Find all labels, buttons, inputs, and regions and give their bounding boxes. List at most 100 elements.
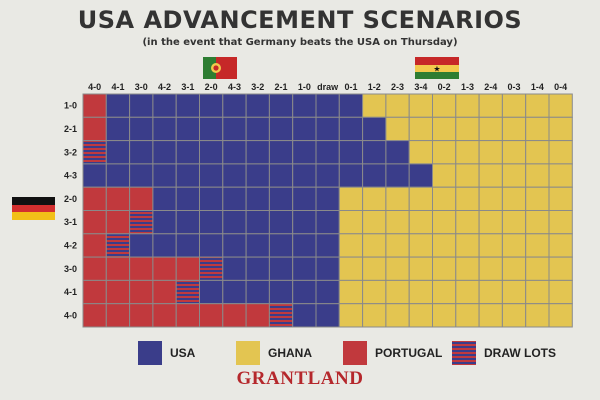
row-label: 3-0 xyxy=(64,264,77,274)
heatmap-cell xyxy=(408,210,434,235)
heatmap-cell xyxy=(82,116,107,142)
heatmap-cell xyxy=(152,116,177,142)
heatmap-cell xyxy=(408,140,434,165)
legend-label: DRAW LOTS xyxy=(484,346,556,360)
heatmap-cell xyxy=(199,279,224,305)
row-label: 3-2 xyxy=(64,147,77,157)
row-labels: 1-0 2-1 3-2 4-3 2-0 3-1 4-2 3-0 4-1 4-0 xyxy=(64,101,77,321)
heatmap-cell xyxy=(478,303,503,328)
heatmap-cell xyxy=(315,186,340,211)
heatmap-cell xyxy=(501,210,527,235)
heatmap-cell xyxy=(105,93,131,118)
heatmap-cell xyxy=(338,186,364,211)
column-label: 3-0 xyxy=(135,82,148,92)
heatmap-cell xyxy=(432,303,457,328)
column-label: 3-4 xyxy=(414,82,427,92)
column-labels: 4-0 4-1 3-0 4-2 3-1 2-0 4-3 3-2 2-1 1-0 draw 0-1 1-2… xyxy=(88,82,567,92)
heatmap-cell xyxy=(152,163,177,188)
heatmap-cell xyxy=(338,303,364,328)
row-label: 3-1 xyxy=(64,217,77,227)
heatmap-cell xyxy=(245,93,270,118)
svg-text:★: ★ xyxy=(433,65,440,74)
heatmap-cell xyxy=(152,186,177,211)
heatmap-cell xyxy=(175,279,200,305)
column-label: 4-0 xyxy=(88,82,101,92)
heatmap-cell xyxy=(105,210,131,235)
heatmap-cell xyxy=(222,186,247,211)
heatmap-cell xyxy=(292,279,317,305)
heatmap-cell xyxy=(315,210,340,235)
heatmap-cell xyxy=(292,210,317,235)
heatmap-cell xyxy=(455,256,480,281)
heatmap-cell xyxy=(245,256,270,281)
column-label: 1-0 xyxy=(298,82,311,92)
heatmap-cell xyxy=(152,210,177,235)
heatmap-cell xyxy=(455,186,480,211)
heatmap-cell xyxy=(268,279,294,305)
heatmap-cell xyxy=(245,116,270,142)
heatmap-cell xyxy=(268,210,294,235)
heatmap-cell xyxy=(268,303,294,328)
heatmap-cell xyxy=(82,256,107,281)
heatmap-cell xyxy=(432,140,457,165)
heatmap-cell xyxy=(315,163,340,188)
heatmap-cell xyxy=(175,116,200,142)
heatmap-cell xyxy=(199,116,224,142)
heatmap-cell xyxy=(199,210,224,235)
heatmap-cell xyxy=(362,140,387,165)
heatmap-cell xyxy=(222,140,247,165)
heatmap-cell xyxy=(199,140,224,165)
heatmap-cell xyxy=(385,256,410,281)
heatmap-cell xyxy=(455,303,480,328)
row-label: 1-0 xyxy=(64,101,77,111)
heatmap-cell xyxy=(175,163,200,188)
heatmap-cell xyxy=(385,116,410,142)
heatmap-cell xyxy=(82,140,107,165)
heatmap-cell xyxy=(292,303,317,328)
column-label: 3-2 xyxy=(251,82,264,92)
heatmap-cell xyxy=(478,186,503,211)
heatmap-cell xyxy=(408,256,434,281)
heatmap-cell xyxy=(432,210,457,235)
heatmap-cell xyxy=(82,186,107,211)
heatmap-cell xyxy=(478,256,503,281)
heatmap-cell xyxy=(268,93,294,118)
heatmap-cell xyxy=(501,163,527,188)
heatmap-cell xyxy=(501,279,527,305)
heatmap-cell xyxy=(501,303,527,328)
heatmap-cell xyxy=(432,256,457,281)
heatmap-cell xyxy=(199,256,224,281)
heatmap-cell xyxy=(455,210,480,235)
heatmap-cell xyxy=(245,140,270,165)
heatmap-cell xyxy=(338,210,364,235)
heatmap-cell xyxy=(315,233,340,258)
heatmap-cell xyxy=(501,116,527,142)
heatmap-cell xyxy=(199,186,224,211)
heatmap-cell xyxy=(222,233,247,258)
heatmap-cell xyxy=(525,256,550,281)
column-label: 2-0 xyxy=(205,82,218,92)
heatmap-cell xyxy=(548,233,573,258)
heatmap-cell xyxy=(385,140,410,165)
heatmap-cell xyxy=(175,140,200,165)
column-label: 1-2 xyxy=(368,82,381,92)
heatmap-cell xyxy=(129,233,154,258)
heatmap-cells xyxy=(82,93,573,328)
heatmap-cell xyxy=(478,93,503,118)
heatmap-cell xyxy=(408,303,434,328)
heatmap-cell xyxy=(152,140,177,165)
heatmap-cell xyxy=(385,303,410,328)
heatmap-cell xyxy=(525,279,550,305)
heatmap-cell xyxy=(315,93,340,118)
heatmap-cell xyxy=(525,163,550,188)
heatmap-cell xyxy=(129,186,154,211)
heatmap-cell xyxy=(338,256,364,281)
row-label: 4-2 xyxy=(64,240,77,250)
heatmap-cell xyxy=(432,163,457,188)
heatmap-cell xyxy=(385,163,410,188)
column-label: 0-2 xyxy=(438,82,451,92)
heatmap-cell xyxy=(105,256,131,281)
column-label: 2-4 xyxy=(484,82,497,92)
legend-swatch xyxy=(452,341,476,365)
